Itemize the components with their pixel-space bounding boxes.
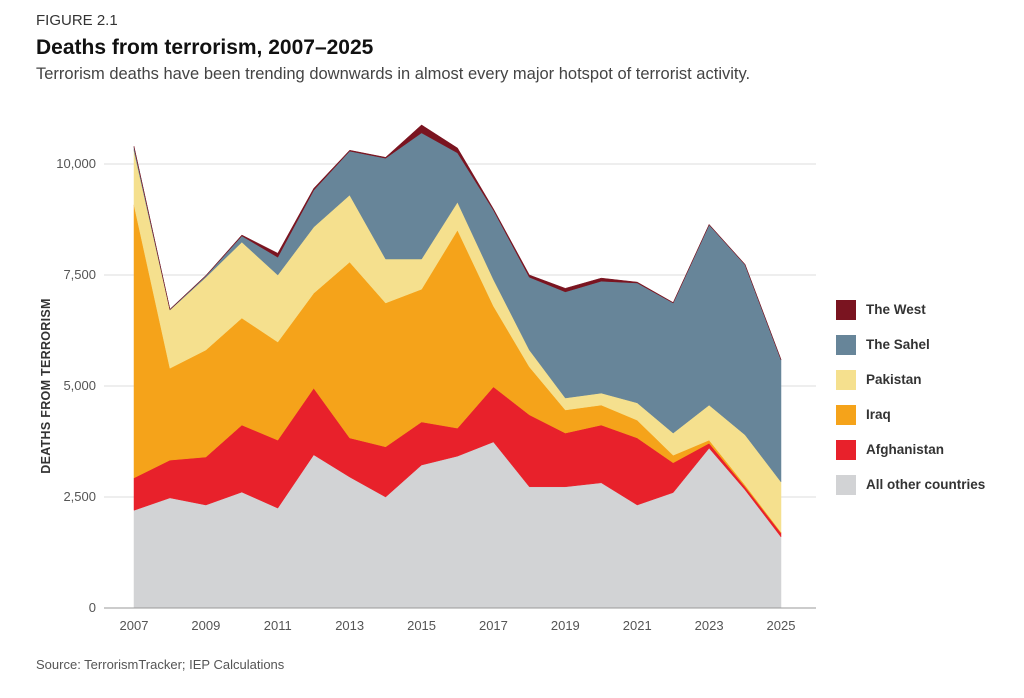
legend-swatch [836,439,856,460]
y-tick-label: 2,500 [63,489,96,504]
legend-item: The Sahel [836,327,985,362]
y-tick-label: 7,500 [63,267,96,282]
chart-subtitle: Terrorism deaths have been trending down… [36,65,751,83]
legend: The West The Sahel Pakistan Iraq Afghanistan… [836,292,985,502]
y-tick-label: 5,000 [63,378,96,393]
chart-title: Deaths from terrorism, 2007–2025 [36,36,374,59]
legend-item: Pakistan [836,362,985,397]
x-tick-label: 2011 [264,618,292,633]
x-tick-label: 2007 [120,618,149,633]
legend-label: All other countries [866,477,986,492]
legend-label: Pakistan [866,372,922,387]
legend-swatch [836,334,856,355]
legend-label: The Sahel [866,337,930,352]
legend-item: All other countries [836,467,985,502]
legend-item: The West [836,292,985,327]
x-tick-label: 2017 [479,618,508,633]
source-note: Source: TerrorismTracker; IEP Calculatio… [36,657,285,672]
y-axis-label: DEATHS FROM TERRORISM [39,298,53,474]
x-tick-label: 2015 [407,618,436,633]
x-tick-label: 2021 [623,618,652,633]
x-tick-label: 2019 [551,618,580,633]
y-tick-label: 0 [89,600,96,615]
figure-label: FIGURE 2.1 [36,12,118,29]
legend-item: Iraq [836,397,985,432]
legend-label: The West [866,302,926,317]
legend-swatch [836,369,856,390]
legend-label: Iraq [866,407,891,422]
legend-swatch [836,299,856,320]
y-tick-label: 10,000 [56,156,96,171]
x-tick-label: 2013 [335,618,364,633]
x-tick-label: 2009 [191,618,220,633]
legend-label: Afghanistan [866,442,945,457]
x-tick-label: 2023 [695,618,724,633]
legend-item: Afghanistan [836,432,985,467]
area-the-west [133,124,782,360]
legend-swatch [836,404,856,425]
legend-swatch [836,474,856,495]
x-tick-label: 2025 [767,618,796,633]
